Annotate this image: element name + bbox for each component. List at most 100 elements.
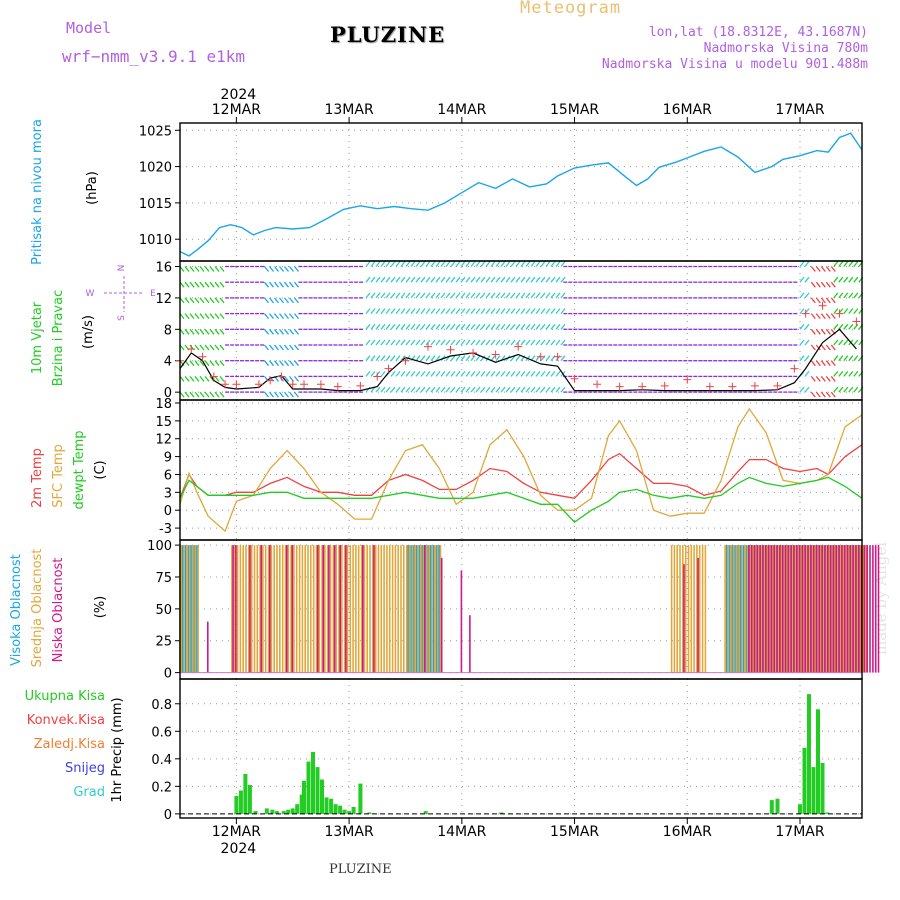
cloud-axis-label-2: Srednja Oblacnost	[30, 549, 45, 668]
wind-barb	[838, 276, 844, 283]
wind-barb	[495, 323, 501, 330]
wind-barb	[843, 261, 849, 267]
wind-barb	[833, 308, 839, 315]
wind-barb	[515, 370, 521, 377]
wind-barb	[283, 266, 290, 272]
wind-barb	[804, 323, 810, 330]
precip-bar	[342, 809, 347, 814]
wind-barb	[400, 323, 406, 330]
wind-barb	[470, 339, 476, 346]
wind-barb	[560, 386, 566, 393]
model-name: wrf−nmm_v3.9.1 e1km	[62, 47, 246, 66]
wind-barb	[400, 370, 406, 377]
ytick-label-pressure: 1020	[139, 161, 172, 176]
wind-barb	[395, 355, 401, 362]
wind-barb	[415, 292, 421, 299]
wind-barb	[268, 266, 275, 272]
wind-barb	[395, 261, 401, 267]
precip-legend-3: Snijeg	[65, 761, 105, 776]
wind-barb	[804, 292, 810, 299]
wind-barb	[380, 370, 386, 377]
wind-barb	[799, 323, 805, 330]
wind-barb	[199, 391, 205, 398]
wind-barb	[485, 370, 491, 377]
wind-barb	[540, 261, 546, 267]
wind-gust-marker	[750, 381, 759, 390]
wind-barb	[480, 323, 486, 330]
wind-barb	[815, 281, 821, 288]
wind-barb	[853, 323, 859, 330]
wind-barb	[415, 276, 421, 283]
wind-barb	[194, 297, 200, 304]
wind-barb	[435, 339, 441, 346]
wind-gust-marker	[187, 344, 196, 353]
year-label-top: 2024	[221, 87, 257, 103]
wind-barb	[199, 375, 205, 382]
wind-barb	[848, 261, 854, 267]
wind-barb	[460, 355, 466, 362]
wind-barb	[204, 313, 210, 320]
wind-barb	[214, 344, 220, 351]
wind-barb	[830, 297, 836, 304]
pressure-line	[179, 132, 863, 257]
wind-barb	[283, 375, 290, 382]
wind-barb	[199, 266, 205, 272]
wind-barb	[219, 313, 225, 320]
wind-barb	[400, 308, 406, 315]
wind-barb	[490, 339, 496, 346]
wind-barb	[495, 292, 501, 299]
wind-barb	[214, 297, 220, 304]
wind-barb	[505, 308, 511, 315]
wind-barb	[375, 292, 381, 299]
wind-barb	[283, 328, 290, 335]
wind-barb	[430, 355, 436, 362]
wind-barb	[365, 323, 371, 330]
wind-barb	[370, 276, 376, 283]
wind-barb	[535, 323, 541, 330]
wind-gust-marker	[424, 342, 432, 351]
wind-barb	[540, 370, 546, 377]
wind-barb	[380, 261, 386, 267]
wind-barb	[525, 323, 531, 330]
wind-barb	[550, 292, 556, 299]
wind-barb	[375, 355, 381, 362]
wind-barb	[838, 261, 844, 267]
wind-barb	[293, 266, 300, 272]
wind-barb	[799, 292, 805, 299]
wind-barb	[268, 360, 275, 367]
wind-barb	[263, 266, 270, 272]
ytick-label-temperature: 12	[155, 433, 172, 448]
ytick-label-wind: 4	[164, 355, 172, 370]
ytick-label-wind: 0	[164, 386, 172, 401]
wind-barb	[440, 261, 446, 267]
precip-unit: 1hr Precip (mm)	[110, 697, 125, 802]
wind-barb	[219, 344, 225, 351]
wind-barb	[189, 391, 195, 398]
wind-barb	[385, 323, 391, 330]
wind-barb	[283, 391, 290, 398]
wind-barb	[500, 261, 506, 267]
wind-barb	[410, 339, 416, 346]
wind-barb	[293, 328, 300, 335]
wind-barb	[510, 292, 516, 299]
wind-barb	[833, 339, 839, 346]
wind-barb	[370, 323, 376, 330]
wind-barb	[825, 391, 831, 398]
wind-barb	[415, 308, 421, 315]
wind-barb	[425, 370, 431, 377]
wind-gust-marker	[373, 372, 382, 381]
wind-gust-marker	[221, 380, 230, 389]
wind-barb	[370, 308, 376, 315]
wind-barb	[510, 355, 516, 362]
wind-unit: (m/s)	[81, 315, 96, 349]
wind-barb	[375, 276, 381, 283]
precip-bar	[423, 811, 428, 814]
wind-barb	[410, 261, 416, 267]
wind-barb	[199, 297, 205, 304]
wind-barb	[365, 292, 371, 299]
wind-barb	[843, 370, 849, 377]
wind-barb	[838, 339, 844, 346]
ytick-label-temperature: 6	[164, 468, 172, 483]
wind-barb	[470, 323, 476, 330]
wind-barb	[848, 355, 854, 362]
